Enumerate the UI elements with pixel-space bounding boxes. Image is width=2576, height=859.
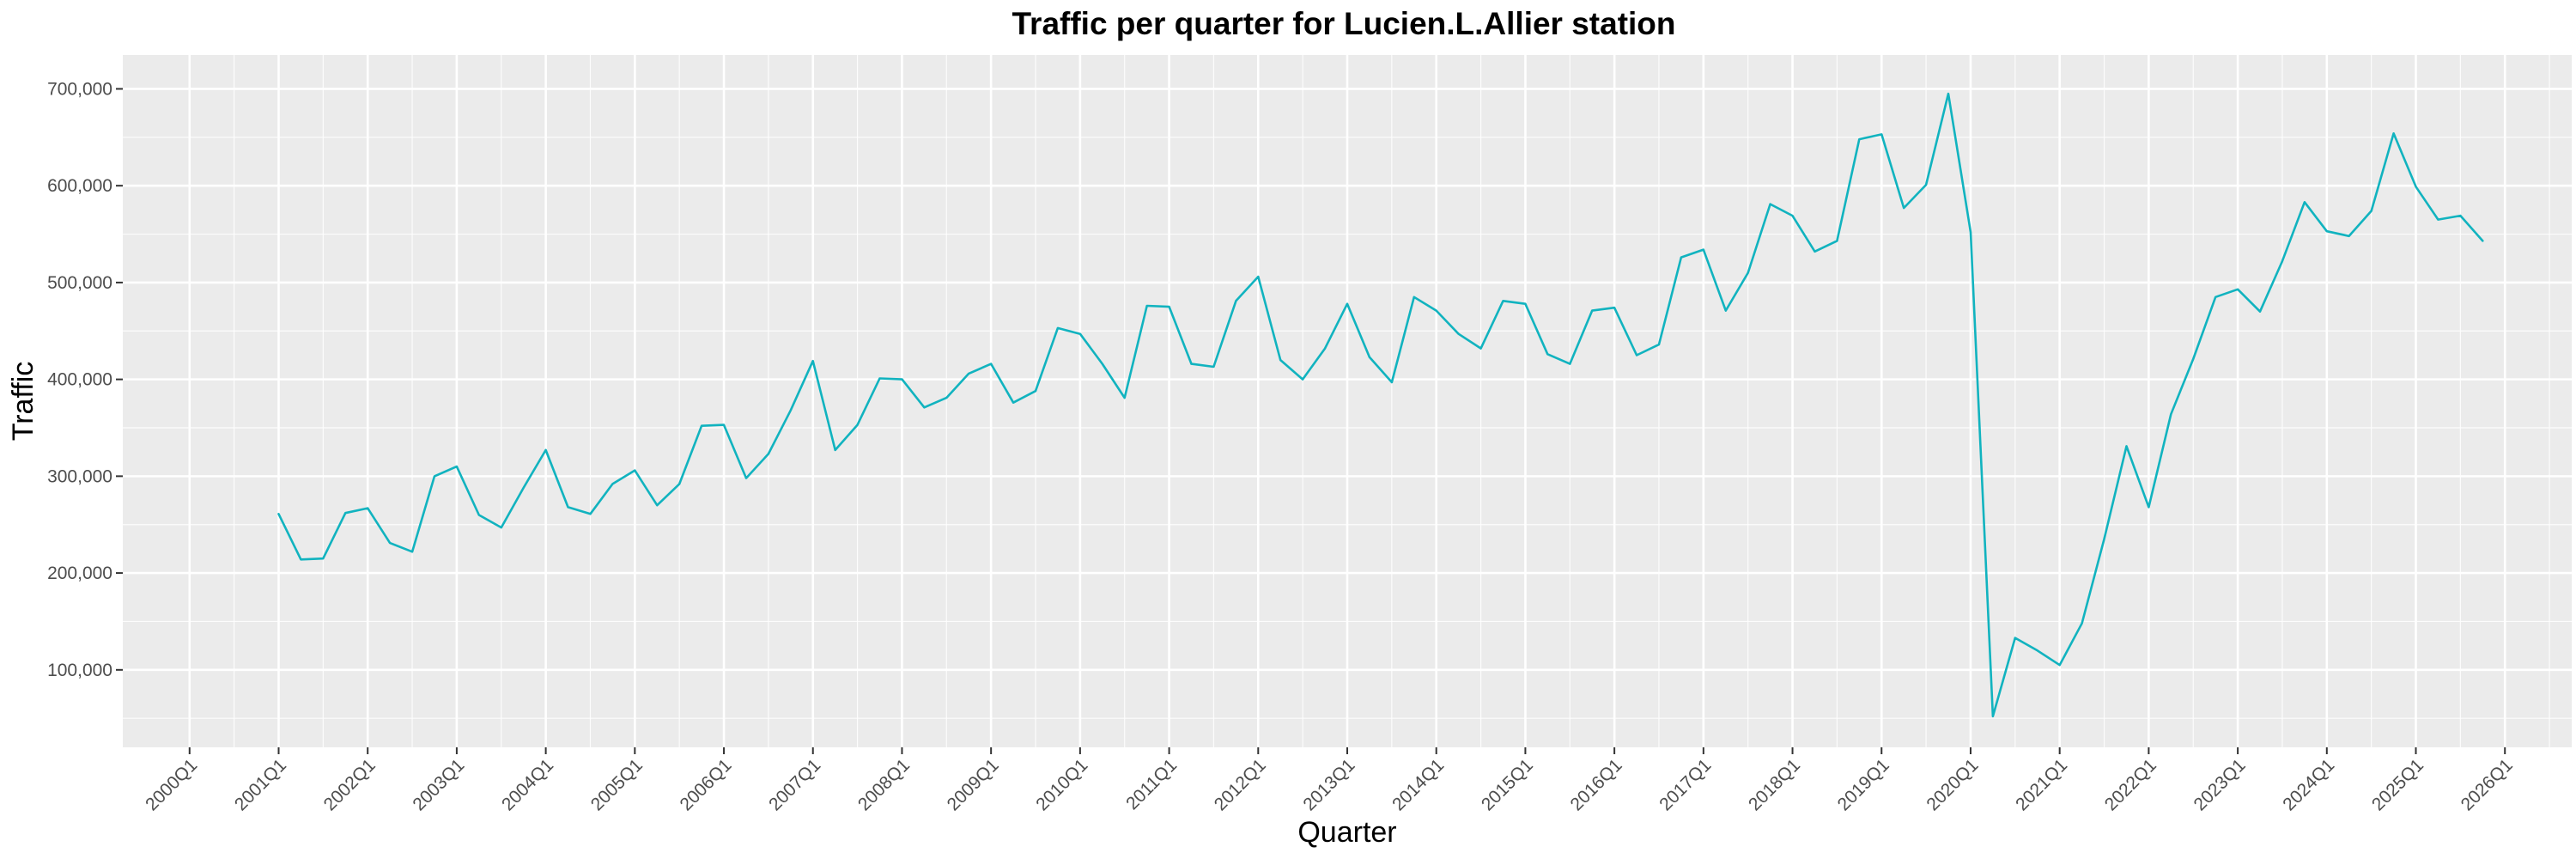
y-axis: 100,000 200,000 300,000 400,000 500,000 600,0… (47, 79, 123, 680)
x-tick-label: 2019Q1 (1834, 755, 1893, 814)
y-tick-label: 300,000 (47, 466, 112, 486)
x-tick-label: 2010Q1 (1032, 755, 1091, 814)
y-tick-label: 400,000 (47, 370, 112, 390)
x-tick-label: 2011Q1 (1122, 755, 1181, 813)
x-tick-label: 2016Q1 (1567, 755, 1626, 814)
x-tick-label: 2004Q1 (498, 755, 557, 814)
x-tick-label: 2026Q1 (2458, 755, 2517, 814)
x-tick-label: 2021Q1 (2012, 755, 2071, 814)
x-tick-label: 2013Q1 (1299, 755, 1358, 814)
x-tick-label: 2015Q1 (1478, 755, 1537, 814)
y-tick-label: 500,000 (47, 273, 112, 293)
traffic-line (277, 92, 2484, 718)
x-tick-label: 2017Q1 (1656, 755, 1715, 814)
x-tick-label: 2003Q1 (409, 755, 468, 814)
x-tick-label: 2018Q1 (1745, 755, 1804, 814)
y-tick-label: 100,000 (47, 661, 112, 680)
x-tick-label: 2000Q1 (142, 755, 201, 814)
chart-title: Traffic per quarter for Lucien.L.Allier … (1012, 6, 1675, 41)
x-tick-label: 2008Q1 (854, 755, 914, 814)
x-tick-label: 2002Q1 (320, 755, 380, 814)
x-tick-label: 2020Q1 (1923, 755, 1982, 814)
x-tick-label: 2022Q1 (2101, 755, 2160, 814)
x-tick-label: 2023Q1 (2190, 755, 2250, 814)
x-tick-label: 2005Q1 (587, 755, 647, 814)
x-tick-label: 2024Q1 (2279, 755, 2338, 814)
major-gridlines (123, 55, 2572, 747)
x-tick-label: 2012Q1 (1211, 755, 1270, 814)
series-layer (277, 92, 2484, 718)
y-tick-label: 200,000 (47, 564, 112, 583)
x-tick-label: 2001Q1 (231, 755, 290, 814)
x-axis-title: Quarter (1297, 816, 1396, 849)
y-tick-label: 600,000 (47, 176, 112, 196)
x-tick-label: 2009Q1 (944, 755, 1003, 814)
x-axis: 2000Q1 2001Q1 2002Q1 2003Q1 2004Q1 2005Q1 2006… (142, 747, 2517, 814)
y-axis-title: Traffic (7, 362, 39, 442)
y-tick-label: 700,000 (47, 79, 112, 99)
x-tick-label: 2014Q1 (1388, 755, 1448, 814)
x-tick-label: 2007Q1 (765, 755, 824, 814)
x-tick-label: 2006Q1 (676, 755, 735, 814)
x-tick-label: 2025Q1 (2368, 755, 2427, 814)
